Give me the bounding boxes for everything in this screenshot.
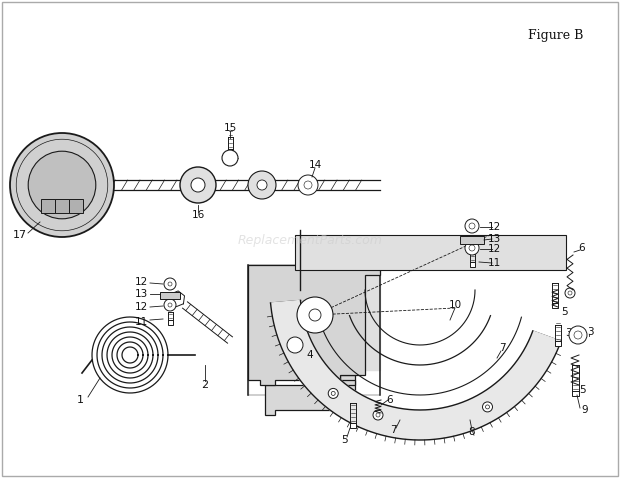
Text: 9: 9	[582, 405, 588, 415]
Text: 1: 1	[76, 395, 84, 405]
Circle shape	[180, 167, 216, 203]
Text: 5: 5	[578, 385, 585, 395]
Text: 5: 5	[562, 307, 569, 317]
Circle shape	[331, 391, 335, 395]
Polygon shape	[270, 301, 561, 440]
Text: 3: 3	[587, 327, 593, 337]
Text: 12: 12	[487, 222, 500, 232]
Text: 6: 6	[387, 395, 393, 405]
Circle shape	[309, 309, 321, 321]
Text: 13: 13	[135, 289, 148, 299]
Text: Figure B: Figure B	[528, 29, 583, 42]
Text: 15: 15	[223, 123, 237, 133]
Circle shape	[465, 219, 479, 233]
Bar	[55, 199, 69, 213]
Polygon shape	[248, 265, 380, 395]
Circle shape	[469, 245, 475, 251]
Text: 14: 14	[308, 160, 322, 170]
Bar	[167, 320, 172, 325]
Circle shape	[298, 175, 318, 195]
Polygon shape	[296, 235, 566, 270]
Bar	[572, 391, 578, 396]
Circle shape	[248, 171, 276, 199]
Text: ReplacementParts.com: ReplacementParts.com	[237, 233, 383, 247]
Text: 2: 2	[202, 380, 208, 390]
Circle shape	[191, 178, 205, 192]
Circle shape	[565, 288, 575, 298]
Text: 5: 5	[342, 435, 348, 445]
Circle shape	[164, 278, 176, 290]
Circle shape	[10, 133, 114, 237]
Text: 17: 17	[13, 230, 27, 240]
Text: 8: 8	[469, 427, 476, 437]
Circle shape	[164, 299, 176, 311]
Circle shape	[257, 180, 267, 190]
Text: 12: 12	[135, 277, 148, 287]
Text: 6: 6	[578, 243, 585, 253]
Text: 3: 3	[565, 328, 571, 338]
Circle shape	[28, 151, 96, 219]
Bar	[160, 292, 180, 299]
Circle shape	[168, 303, 172, 307]
Circle shape	[569, 326, 587, 344]
Text: 10: 10	[448, 300, 461, 310]
Bar	[69, 199, 83, 213]
Bar	[552, 303, 558, 308]
Text: 7: 7	[390, 425, 396, 435]
Circle shape	[376, 413, 380, 417]
Text: 11: 11	[487, 258, 500, 268]
Bar	[469, 262, 474, 267]
Text: 7: 7	[498, 343, 505, 353]
Circle shape	[568, 291, 572, 295]
Bar	[555, 341, 561, 346]
Circle shape	[304, 181, 312, 189]
Circle shape	[287, 337, 303, 353]
Text: 12: 12	[135, 302, 148, 312]
Text: 13: 13	[487, 234, 500, 244]
Bar	[460, 236, 484, 244]
Circle shape	[482, 402, 492, 412]
Text: 11: 11	[135, 317, 148, 327]
Circle shape	[469, 223, 475, 229]
Text: 4: 4	[307, 350, 313, 360]
Bar	[41, 199, 55, 213]
Text: 12: 12	[487, 244, 500, 254]
Bar	[228, 149, 232, 154]
Circle shape	[373, 410, 383, 420]
Circle shape	[485, 405, 490, 409]
Circle shape	[168, 282, 172, 286]
Circle shape	[297, 297, 333, 333]
Circle shape	[574, 331, 582, 339]
Circle shape	[465, 241, 479, 255]
Text: 16: 16	[192, 210, 205, 220]
Polygon shape	[265, 375, 355, 415]
Circle shape	[222, 150, 238, 166]
Polygon shape	[248, 265, 380, 385]
Circle shape	[328, 389, 339, 399]
Bar	[350, 423, 356, 428]
